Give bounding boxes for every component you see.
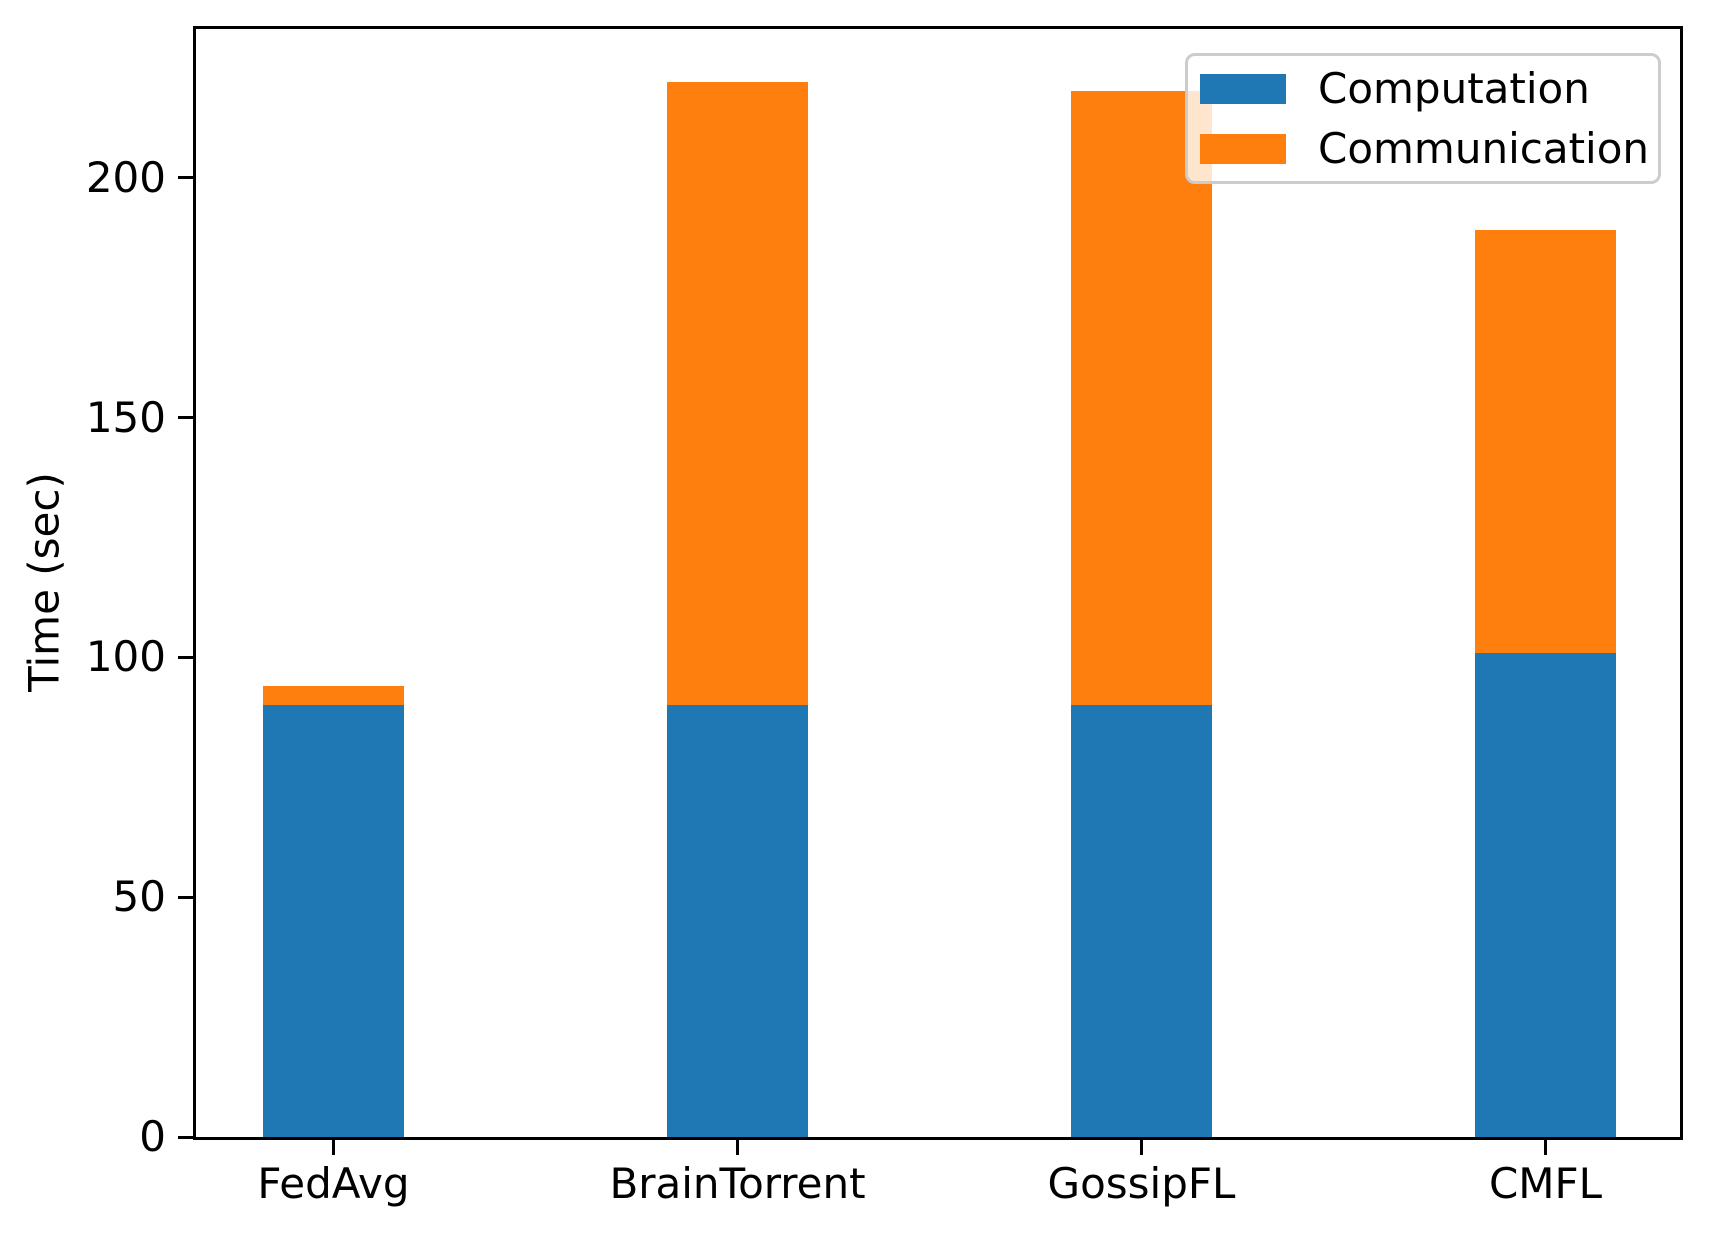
y-tick-label: 100 (85, 632, 166, 682)
x-tick-label-braintorrent: BrainTorrent (609, 1159, 866, 1208)
y-tick-label: 50 (112, 872, 166, 922)
x-tick-mark (736, 1140, 739, 1155)
communication-swatch-icon (1200, 133, 1286, 164)
y-tick-mark (178, 1135, 193, 1139)
y-tick-label: 150 (85, 392, 166, 442)
y-tick-mark (178, 655, 193, 659)
x-tick-label-gossipfl: GossipFL (1047, 1159, 1236, 1208)
computation-swatch-icon (1200, 73, 1286, 104)
legend-item-communication: Communication (1200, 119, 1658, 179)
y-tick-label: 200 (85, 152, 166, 202)
bar-segment-computation-fedavg (263, 705, 404, 1137)
legend-label-computation: Computation (1318, 63, 1590, 113)
x-tick-label-fedavg: FedAvg (257, 1159, 410, 1208)
x-tick-label-cmfl: CMFL (1488, 1159, 1603, 1208)
legend-label-communication: Communication (1318, 123, 1650, 173)
y-axis-label: Time (sec) (19, 472, 69, 692)
bar-segment-communication-fedavg (263, 686, 404, 706)
plot-area: Computation Communication 0 50 100 150 200 Fe… (86, 26, 1683, 1208)
bar-segment-communication-gossipfl (1071, 91, 1212, 706)
y-tick-mark (178, 416, 193, 420)
bar-segment-computation-braintorrent (667, 705, 808, 1137)
bar-segment-communication-braintorrent (667, 81, 808, 706)
legend-item-computation: Computation (1200, 59, 1658, 119)
y-tick-mark (178, 176, 193, 180)
bar-segment-computation-cmfl (1475, 652, 1616, 1137)
legend: Computation Communication (1185, 53, 1661, 184)
y-tick-label: 0 (139, 1112, 166, 1161)
y-tick-mark (178, 895, 193, 899)
bar-segment-computation-gossipfl (1071, 705, 1212, 1137)
x-tick-mark (1544, 1140, 1547, 1155)
x-tick-mark (1140, 1140, 1143, 1155)
x-tick-mark (332, 1140, 335, 1155)
bar-segment-communication-cmfl (1475, 230, 1616, 653)
